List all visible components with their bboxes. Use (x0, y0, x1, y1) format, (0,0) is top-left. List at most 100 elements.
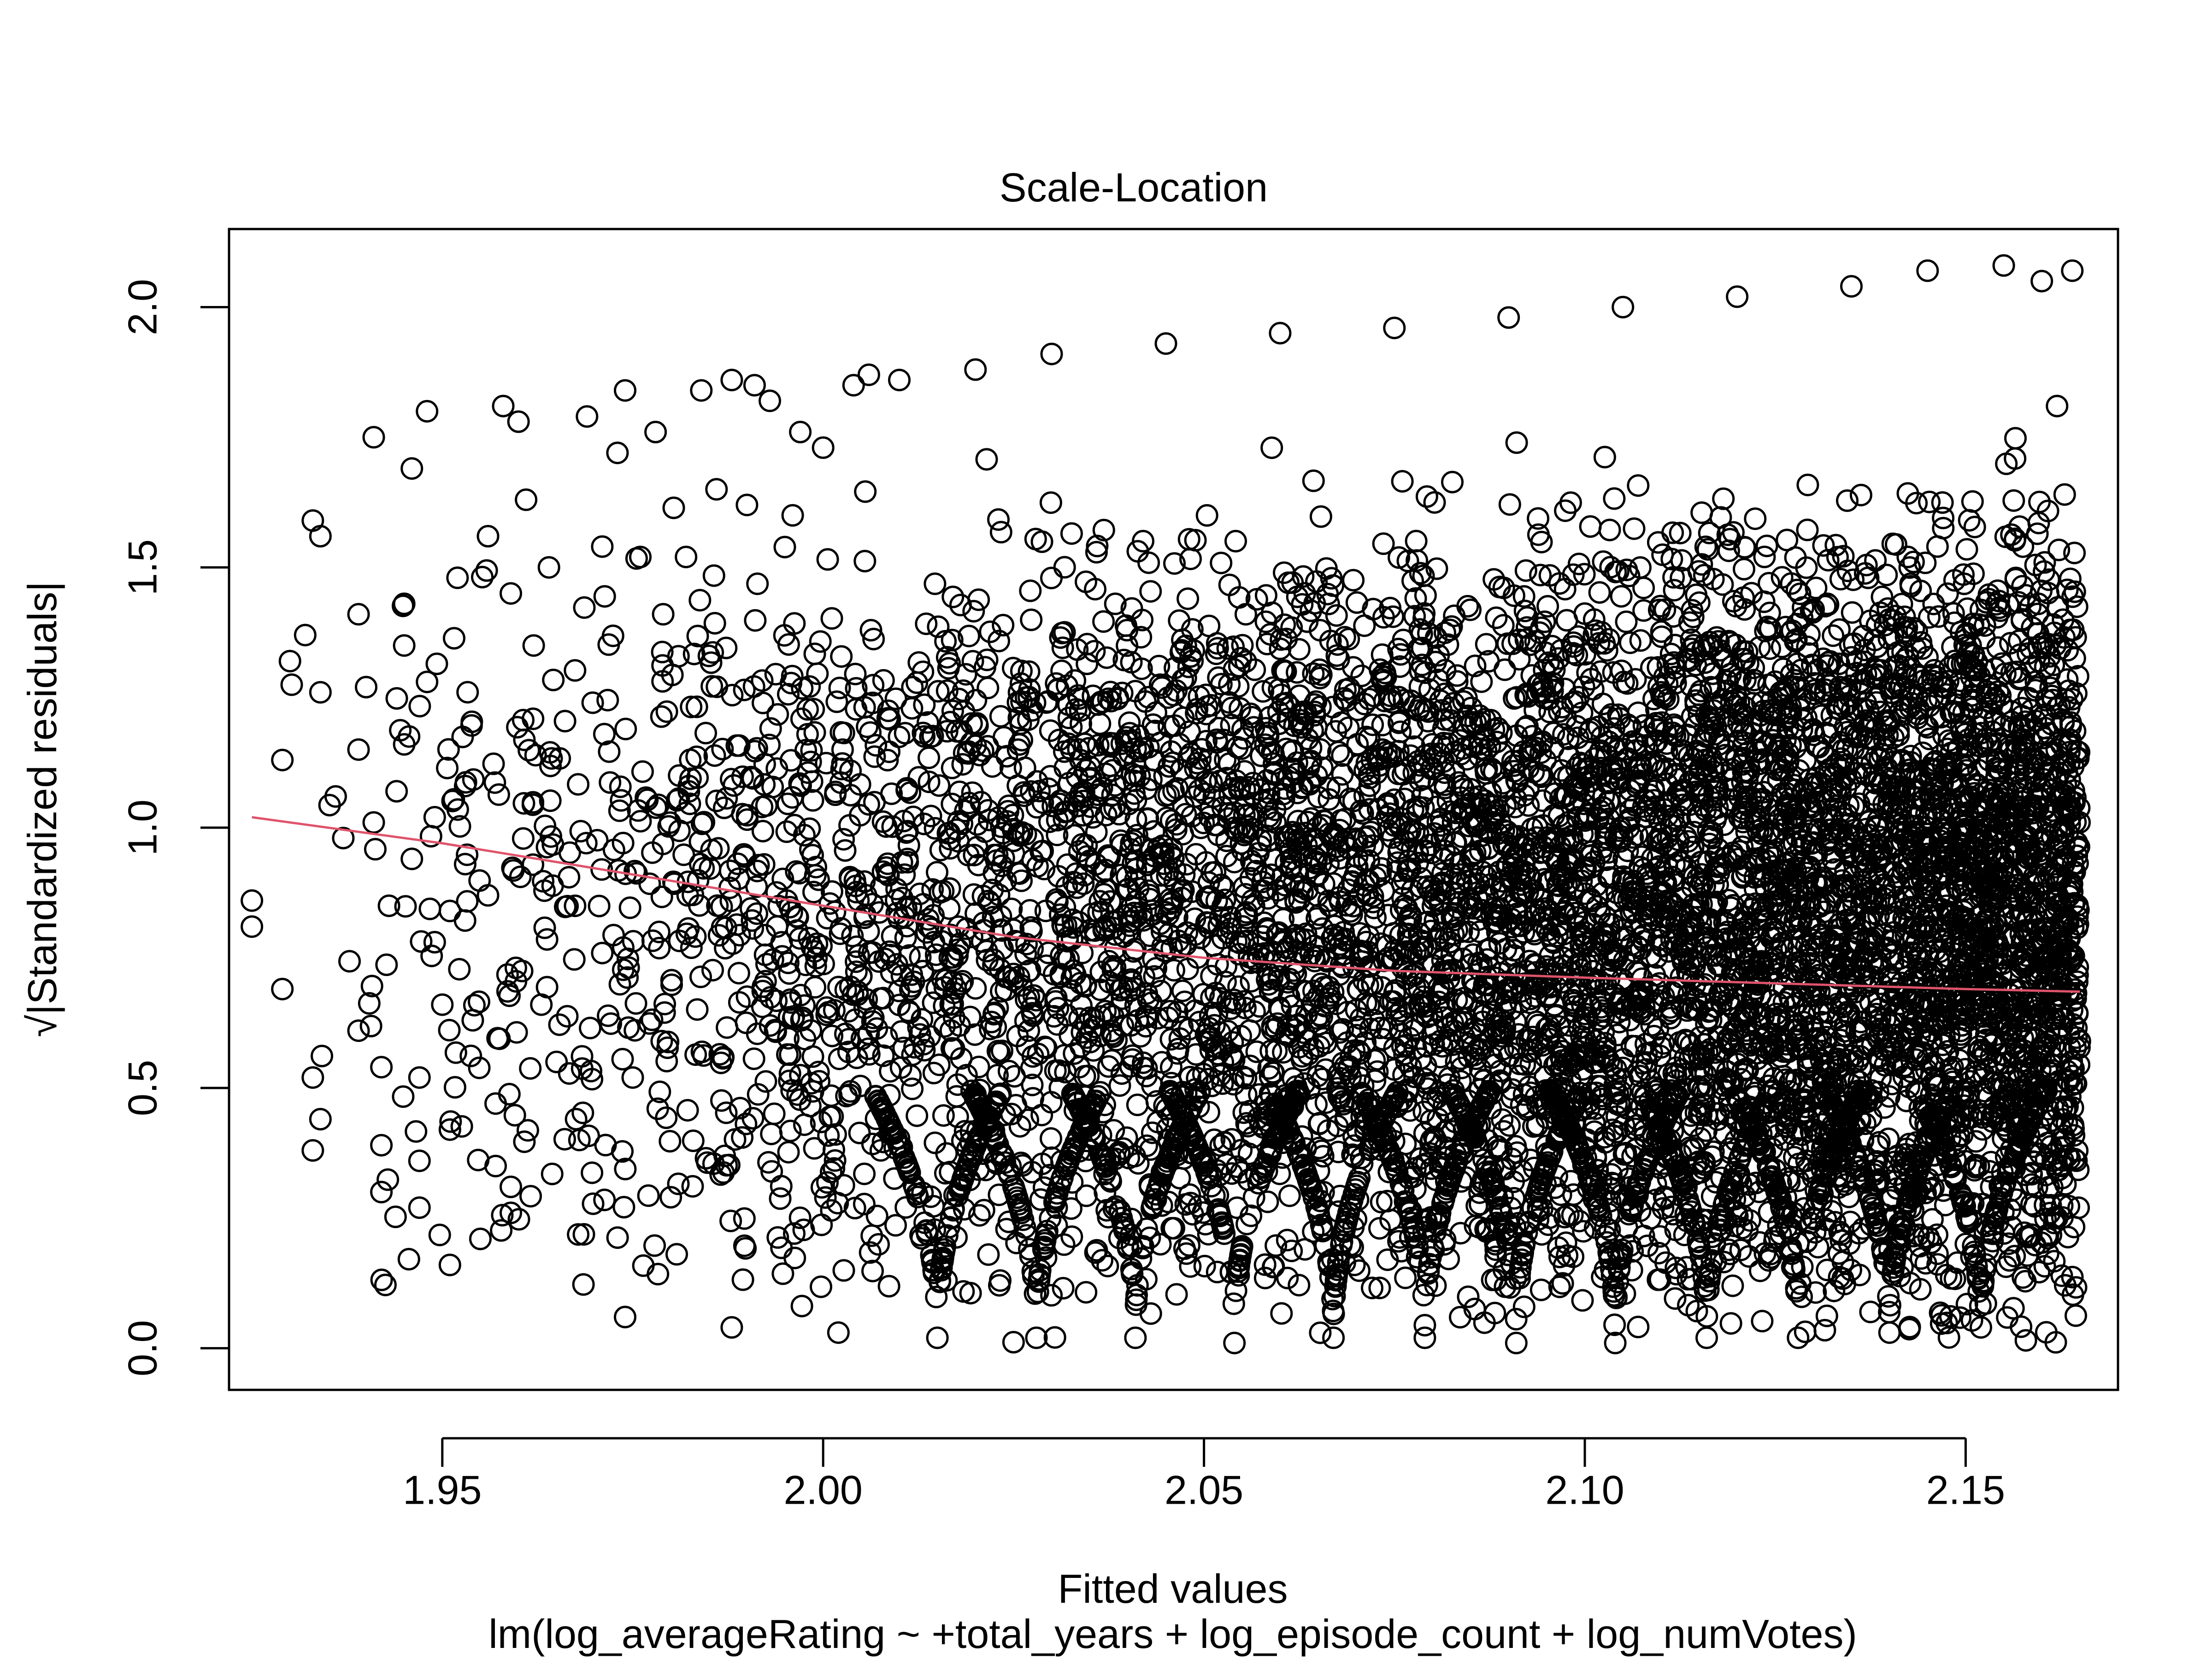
data-point (827, 1321, 850, 1344)
data-point (1970, 1316, 1992, 1339)
data-point (347, 738, 370, 761)
data-point (385, 687, 408, 710)
data-point (1859, 1300, 1882, 1324)
data-point (271, 977, 294, 1000)
data-point (377, 894, 400, 917)
data-point (443, 1076, 466, 1099)
data-point (1603, 1313, 1626, 1336)
data-point (1551, 695, 1574, 718)
data-point (542, 669, 565, 691)
data-point (1712, 1251, 1735, 1274)
data-point (918, 746, 941, 769)
data-point (1388, 711, 1410, 734)
data-point (1040, 566, 1063, 589)
data-point (1459, 598, 1482, 621)
data-point (450, 1115, 473, 1138)
data-point (1567, 553, 1590, 576)
data-point (1383, 317, 1406, 340)
data-point (935, 646, 959, 669)
data-point (1618, 631, 1641, 654)
data-point (621, 1066, 644, 1089)
data-point (842, 374, 865, 397)
data-point (777, 792, 799, 815)
data-point (1610, 585, 1633, 608)
data-point (1815, 1304, 1838, 1327)
data-point (1796, 518, 1819, 541)
data-point (431, 993, 454, 1016)
data-point (682, 1130, 705, 1152)
data-point (1505, 1331, 1528, 1354)
data-point (425, 653, 448, 675)
data-point (1052, 1277, 1075, 1300)
data-point (614, 379, 636, 402)
data-point (1604, 1331, 1627, 1354)
data-point (919, 805, 942, 828)
data-point (1871, 585, 1894, 608)
data-point (783, 1222, 806, 1245)
data-point (581, 1161, 604, 1184)
data-point (1568, 1210, 1591, 1233)
data-point (362, 426, 385, 449)
data-point (278, 650, 301, 673)
data-point (1787, 1326, 1810, 1349)
data-point (632, 1254, 655, 1277)
data-point (727, 962, 750, 985)
data-point (456, 843, 479, 866)
data-point (586, 829, 609, 852)
data-point (294, 624, 317, 647)
data-point (1593, 446, 1616, 469)
data-point (537, 556, 560, 579)
data-point (309, 1108, 332, 1131)
data-point (746, 572, 769, 595)
data-point (519, 1185, 542, 1208)
data-point (1325, 644, 1348, 667)
data-point (662, 496, 685, 519)
data-point (1215, 845, 1238, 868)
data-point (2053, 483, 2076, 506)
data-point (781, 504, 804, 527)
data-point (358, 992, 381, 1015)
data-point (598, 740, 621, 763)
data-point (796, 698, 819, 721)
data-point (789, 421, 812, 443)
data-point (593, 585, 616, 608)
data-point (701, 641, 724, 664)
data-point (311, 1045, 333, 1067)
data-point (1177, 587, 1200, 610)
data-point (400, 457, 424, 480)
data-point (611, 1047, 634, 1071)
data-point (492, 394, 515, 418)
data-point (545, 1050, 568, 1073)
data-point (393, 634, 416, 657)
data-point (746, 902, 768, 925)
data-point (720, 1316, 743, 1339)
data-point (631, 760, 654, 783)
data-point (1018, 660, 1041, 683)
data-point (690, 379, 713, 402)
data-point (1721, 1274, 1744, 1297)
data-point (355, 676, 377, 699)
data-point (614, 1306, 636, 1329)
data-point (643, 1234, 666, 1257)
data-point (1612, 295, 1635, 318)
data-point (812, 436, 835, 459)
data-point (1252, 680, 1275, 703)
data-point (606, 441, 629, 465)
data-point (629, 810, 652, 833)
data-point (1185, 1043, 1208, 1066)
data-point (1519, 1053, 1542, 1076)
data-point (1878, 1321, 1901, 1344)
data-point (2061, 259, 2084, 282)
data-point (1060, 522, 1083, 545)
data-point (1223, 1331, 1246, 1354)
data-point (810, 1213, 833, 1236)
data-point (863, 745, 886, 768)
data-point (913, 693, 936, 716)
data-point (301, 509, 324, 532)
data-point (1022, 1087, 1044, 1110)
data-point (500, 1201, 522, 1224)
data-point (516, 1119, 539, 1142)
data-point (676, 1099, 699, 1122)
data-point (482, 752, 505, 775)
data-point (865, 734, 888, 757)
